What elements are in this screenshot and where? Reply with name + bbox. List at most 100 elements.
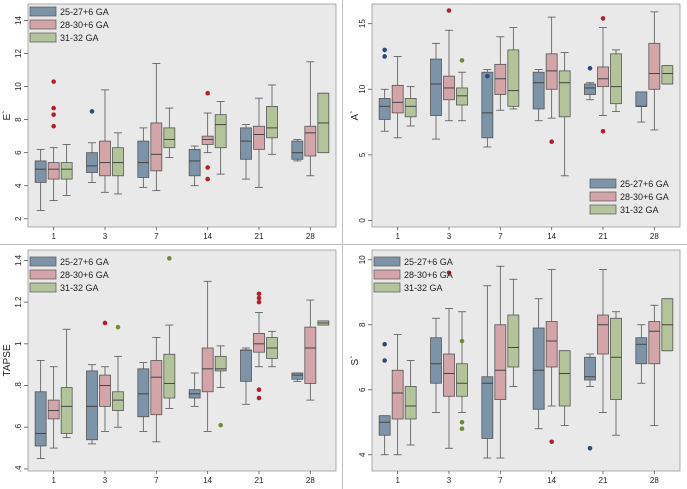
box-iqr bbox=[112, 147, 124, 177]
outlier-point bbox=[549, 439, 554, 445]
y-tick-label: 1 bbox=[14, 341, 23, 346]
box-1-series-1 bbox=[34, 360, 47, 459]
outlier-point bbox=[459, 58, 465, 63]
box-14-series-3 bbox=[214, 345, 227, 428]
box-iqr bbox=[137, 368, 150, 418]
box-3-series-2 bbox=[99, 320, 111, 432]
legend-label: 28-30+6 GA bbox=[404, 270, 453, 280]
box-14-series-3 bbox=[558, 350, 571, 426]
outlier-point bbox=[51, 123, 56, 129]
x-tick-label: 14 bbox=[203, 232, 212, 241]
legend: 25-27+6 GA 28-30+6 GA 31-32 GA bbox=[589, 178, 669, 215]
box-21-series-1 bbox=[584, 353, 596, 451]
box-1-series-2 bbox=[391, 56, 404, 139]
outlier-point bbox=[587, 445, 593, 451]
legend-label: 25-27+6 GA bbox=[60, 7, 109, 17]
outlier-point bbox=[549, 139, 554, 145]
box-21-series-2 bbox=[597, 269, 609, 413]
box-iqr bbox=[214, 355, 227, 372]
box-iqr bbox=[47, 399, 60, 420]
box-iqr bbox=[60, 387, 73, 434]
box-iqr bbox=[494, 324, 507, 400]
box-iqr bbox=[404, 386, 417, 420]
box-iqr bbox=[99, 374, 111, 407]
legend-label: 28-30+6 GA bbox=[620, 192, 669, 202]
box-iqr bbox=[584, 356, 596, 381]
box-3-series-3 bbox=[456, 311, 468, 432]
box-7-series-3 bbox=[163, 107, 176, 159]
y-tick-label: 10 bbox=[358, 255, 367, 264]
box-7-series-1 bbox=[137, 127, 150, 188]
box-21-series-3 bbox=[266, 84, 278, 155]
box-7-series-1 bbox=[481, 69, 494, 148]
box-7-series-3 bbox=[163, 256, 176, 409]
legend-label: 25-27+6 GA bbox=[60, 257, 109, 267]
legend-label: 28-30+6 GA bbox=[60, 20, 109, 30]
outlier-point bbox=[382, 341, 387, 347]
box-3-series-2 bbox=[443, 8, 455, 122]
y-tick-label: 4 bbox=[358, 452, 367, 457]
box-1-series-2 bbox=[47, 79, 60, 201]
x-tick-label: 28 bbox=[650, 232, 659, 241]
chart-panel-4: 4 6 8 10 S` 1 3 7 14 21 28 25-27+6 GA 28-30+6 GA 31-3… bbox=[349, 249, 681, 485]
box-3-series-2 bbox=[443, 270, 455, 449]
x-tick-label: 3 bbox=[103, 476, 108, 485]
y-tick-label: 8 bbox=[14, 117, 23, 122]
x-tick-label: 3 bbox=[103, 232, 108, 241]
box-28-series-2 bbox=[304, 299, 317, 401]
outlier-point bbox=[205, 176, 210, 182]
box-iqr bbox=[507, 49, 520, 107]
x-tick-label: 7 bbox=[154, 232, 159, 241]
box-21-series-3 bbox=[266, 330, 278, 368]
box-7-series-3 bbox=[507, 27, 520, 110]
box-iqr bbox=[545, 53, 558, 90]
chart-panel-1: 2 4 6 8 10 12 14 E` 1 3 7 14 21 28 25-27+6 GA 28-30+6 G… bbox=[1, 3, 337, 241]
plot-area bbox=[371, 3, 681, 228]
box-1-series-3 bbox=[404, 360, 417, 446]
box-iqr bbox=[648, 321, 661, 365]
box-iqr bbox=[481, 376, 494, 439]
y-tick-label: 1.2 bbox=[14, 296, 23, 308]
box-14-series-3 bbox=[558, 52, 571, 177]
outlier-point bbox=[51, 105, 56, 111]
chart-panel-2: 0 5 10 15 A` 1 3 7 14 21 28 25-27+6 GA 28-30+6 GA 31-… bbox=[349, 3, 681, 241]
plot-area bbox=[27, 249, 337, 472]
box-iqr bbox=[430, 337, 442, 384]
box-14-series-3 bbox=[214, 101, 227, 175]
box-3-series-1 bbox=[430, 317, 442, 413]
y-tick-label: 6 bbox=[358, 387, 367, 392]
y-tick-label: 4 bbox=[14, 183, 23, 188]
x-tick-label: 14 bbox=[547, 232, 556, 241]
box-21-series-3 bbox=[610, 49, 622, 112]
box-7-series-2 bbox=[150, 63, 163, 192]
outlier-point bbox=[89, 109, 95, 114]
outlier-point bbox=[51, 112, 56, 117]
box-28-series-3 bbox=[661, 298, 674, 352]
legend: 25-27+6 GA 28-30+6 GA 31-32 GA bbox=[29, 6, 109, 43]
box-21-series-3 bbox=[610, 311, 622, 436]
legend-swatch bbox=[29, 269, 57, 280]
box-iqr bbox=[201, 347, 214, 393]
y-tick-label: 14 bbox=[14, 16, 23, 25]
box-iqr bbox=[456, 87, 468, 106]
x-tick-label: 1 bbox=[51, 232, 56, 241]
box-iqr bbox=[443, 353, 455, 397]
x-tick-label: 1 bbox=[51, 476, 56, 485]
box-14-series-2 bbox=[201, 90, 214, 182]
box-iqr bbox=[391, 369, 404, 420]
legend-label: 31-32 GA bbox=[60, 283, 99, 293]
box-28-series-2 bbox=[648, 11, 661, 131]
box-iqr bbox=[597, 314, 609, 355]
box-iqr bbox=[201, 135, 214, 145]
box-iqr bbox=[558, 70, 571, 118]
box-28-series-2 bbox=[648, 304, 661, 426]
box-3-series-2 bbox=[99, 89, 111, 193]
outlier-point bbox=[446, 270, 452, 276]
box-28-series-1 bbox=[291, 139, 304, 162]
vertical-divider bbox=[342, 0, 343, 489]
legend-swatch bbox=[29, 6, 57, 17]
box-iqr bbox=[648, 42, 661, 90]
box-iqr bbox=[47, 162, 60, 180]
box-iqr bbox=[253, 125, 265, 150]
legend: 25-27+6 GA 28-30+6 GA 31-32 GA bbox=[373, 256, 453, 293]
